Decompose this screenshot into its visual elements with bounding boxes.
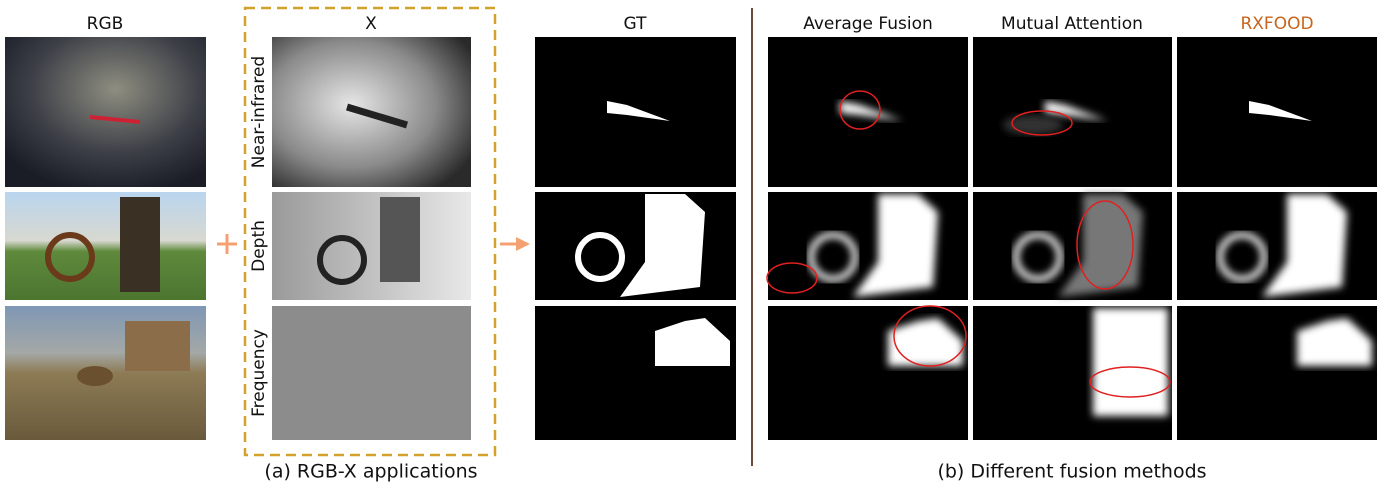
- image: [535, 37, 736, 187]
- column-header: RXFOOD: [1240, 14, 1313, 34]
- image-bg: [272, 192, 471, 300]
- image: [272, 192, 471, 300]
- house: [125, 321, 190, 371]
- modality-label: Near-infrared: [249, 56, 269, 168]
- animal: [77, 366, 113, 386]
- image: [535, 192, 736, 300]
- image: [768, 192, 968, 300]
- image: [973, 192, 1172, 300]
- column-header: GT: [624, 14, 648, 34]
- column-header: Average Fusion: [803, 14, 933, 34]
- mask: [1093, 308, 1168, 416]
- image: [272, 37, 471, 187]
- image: [5, 192, 206, 300]
- image-bg: [5, 37, 206, 187]
- image: [1177, 306, 1377, 440]
- image: [768, 306, 968, 440]
- caption: (a) RGB-X applications: [264, 461, 477, 483]
- image: [973, 37, 1172, 187]
- column-header: Mutual Attention: [1001, 14, 1143, 34]
- machine: [120, 197, 160, 292]
- image: [1177, 37, 1377, 187]
- modality-label: Depth: [249, 220, 269, 272]
- modality-label: Frequency: [249, 329, 269, 417]
- image: [272, 306, 471, 440]
- plus-sign: [217, 234, 237, 254]
- column-header: X: [365, 14, 377, 34]
- column-header: RGB: [87, 14, 124, 34]
- image: [5, 306, 206, 440]
- image-bg: [5, 192, 206, 300]
- image: [5, 37, 206, 187]
- machine: [380, 197, 420, 282]
- image: [768, 37, 968, 187]
- arrow: [500, 237, 530, 251]
- image-bg: [272, 306, 471, 440]
- image: [1177, 192, 1377, 300]
- caption: (b) Different fusion methods: [937, 461, 1206, 483]
- figure: RGB X GT Average Fusion Mutual Attention…: [0, 0, 1391, 492]
- image: [535, 306, 736, 440]
- image: [973, 306, 1172, 440]
